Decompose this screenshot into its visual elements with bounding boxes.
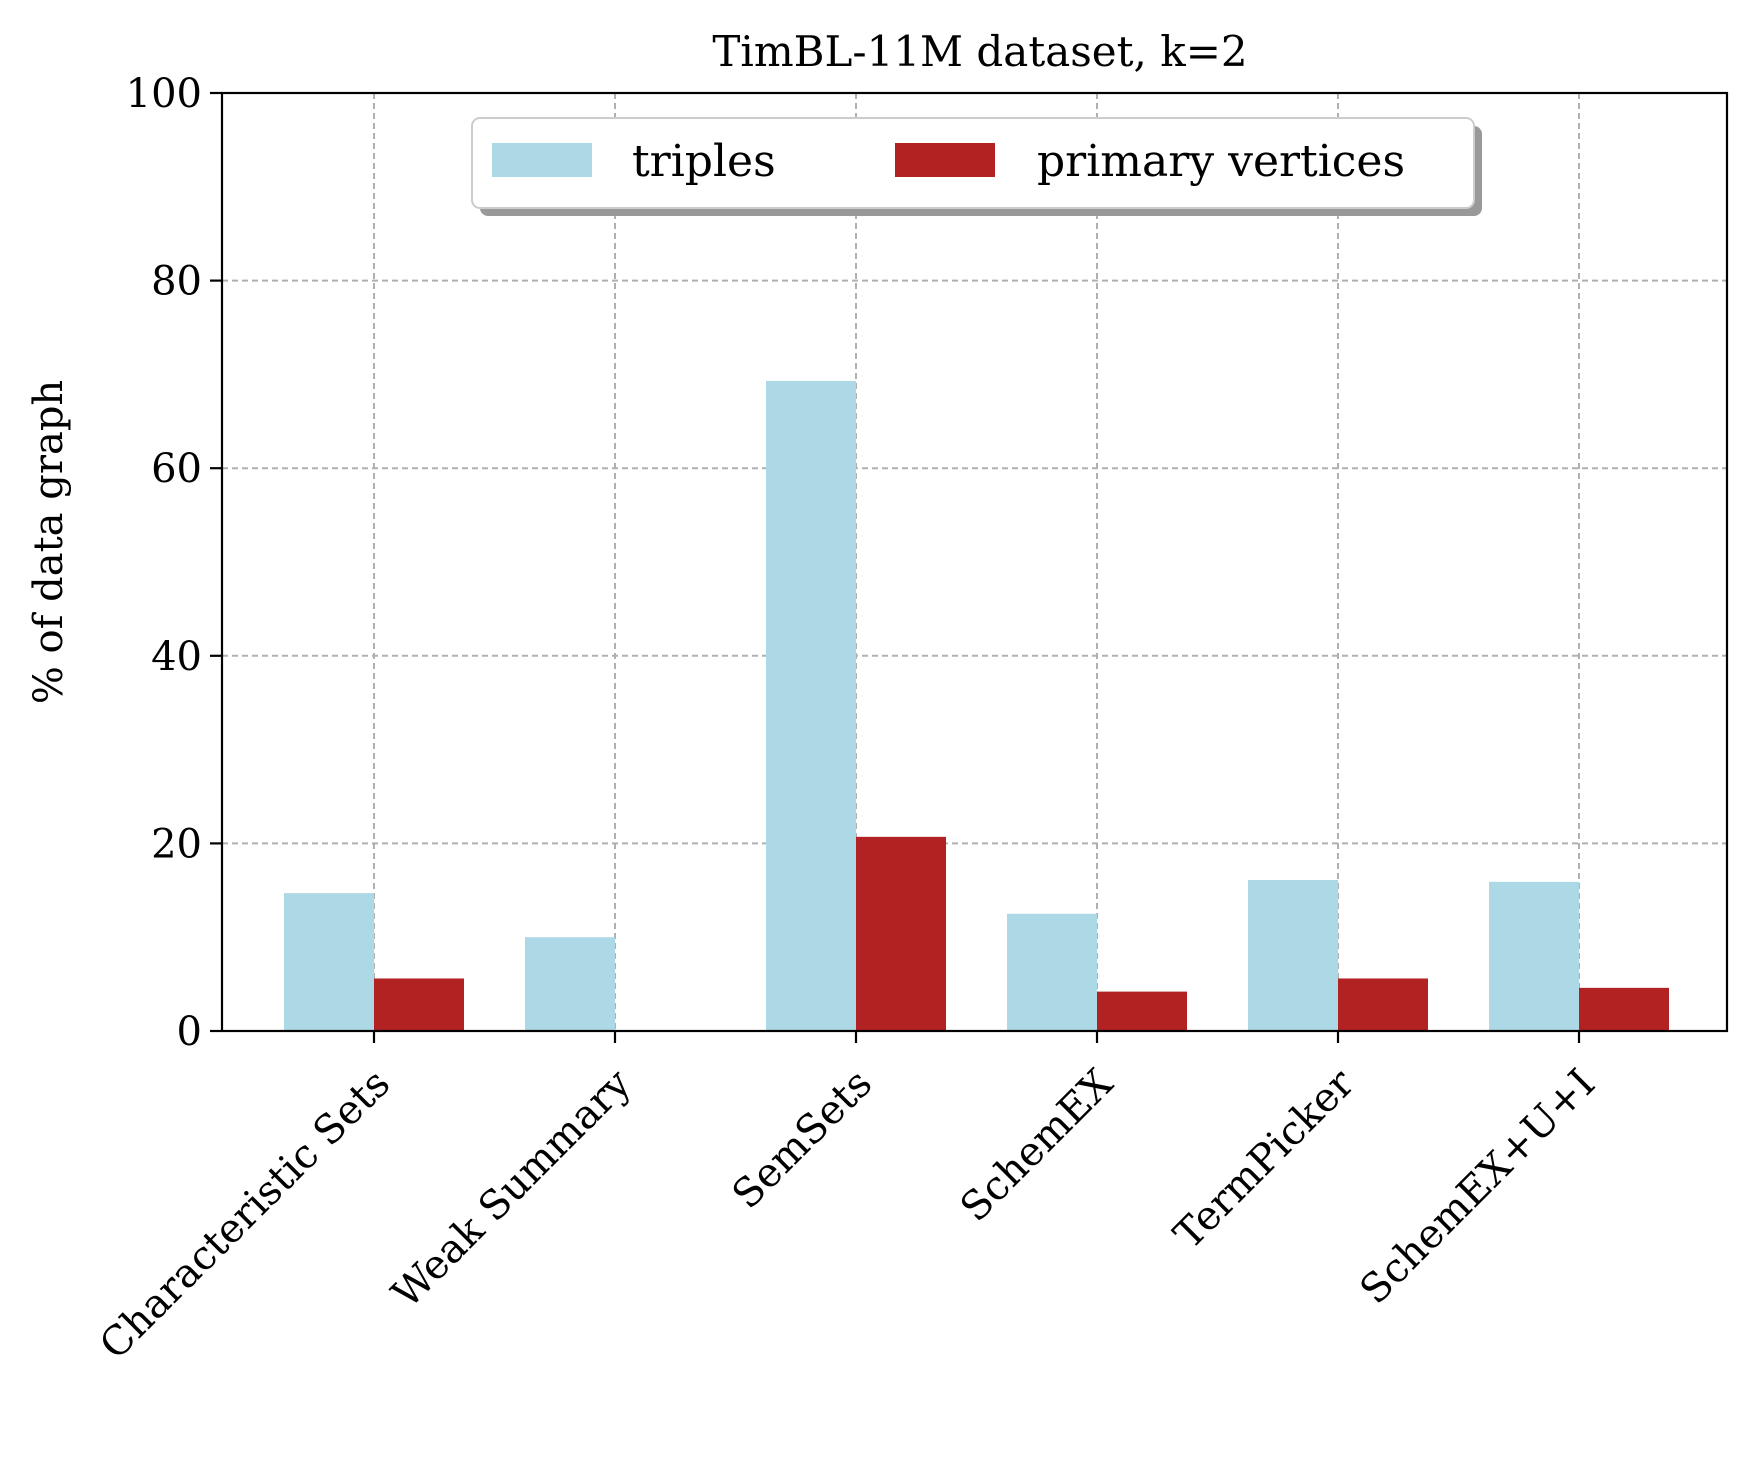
y-tick-label: 60	[151, 446, 202, 492]
bar-triples	[1248, 879, 1338, 1031]
grid-lines	[222, 93, 1727, 1031]
bars	[284, 380, 1669, 1031]
plot-frame	[220, 91, 1729, 1033]
y-tick-label: 80	[151, 259, 202, 305]
legend-swatch	[895, 143, 995, 177]
y-tick-label: 40	[151, 634, 202, 680]
y-tick-label: 0	[177, 1009, 202, 1055]
y-axis-label: % of data graph	[26, 380, 72, 704]
legend-label: primary vertices	[1037, 136, 1405, 187]
bar-triples	[525, 937, 615, 1031]
legend-label: triples	[632, 136, 776, 187]
bar-triples	[1007, 913, 1097, 1031]
bar-triples	[1489, 881, 1579, 1031]
bar-triples	[766, 380, 856, 1031]
chart-title: TimBL-11M dataset, k=2	[712, 27, 1247, 76]
legend: triples primary vertices	[471, 117, 1482, 216]
y-axis-ticks: 0 20 40 60 80 100	[126, 71, 222, 1055]
bar-primary-vertices	[374, 978, 464, 1031]
y-tick-label: 100	[126, 71, 202, 117]
bar-primary-vertices	[856, 836, 946, 1031]
bar-primary-vertices	[1097, 991, 1187, 1031]
bar-primary-vertices	[1579, 987, 1669, 1031]
bar-triples	[284, 893, 374, 1031]
bar-primary-vertices	[1338, 978, 1428, 1031]
legend-swatch	[492, 143, 592, 177]
y-tick-label: 20	[151, 821, 202, 867]
